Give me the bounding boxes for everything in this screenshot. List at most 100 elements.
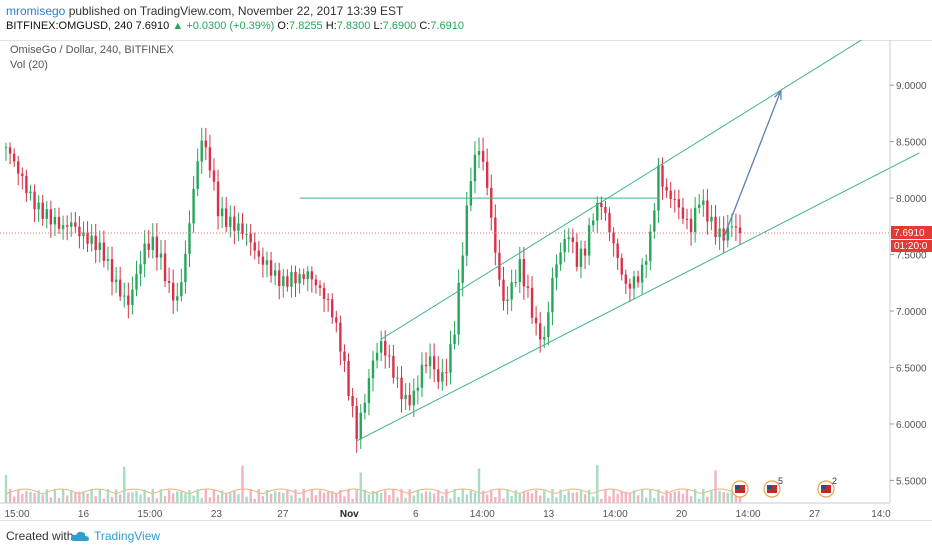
candle-body[interactable] [74, 222, 77, 227]
candle-body[interactable] [233, 216, 236, 231]
candle-body[interactable] [167, 281, 171, 283]
candle-body[interactable] [257, 250, 261, 257]
candle-body[interactable] [229, 216, 232, 227]
candle-body[interactable] [730, 226, 734, 228]
candle-body[interactable] [538, 323, 542, 340]
candle-body[interactable] [282, 276, 285, 287]
channel-trend-line[interactable] [356, 152, 920, 442]
candle-body[interactable] [21, 173, 24, 177]
candle-body[interactable] [465, 205, 468, 256]
candle-body[interactable] [677, 199, 681, 208]
candle-body[interactable] [225, 208, 228, 227]
candle-body[interactable] [408, 394, 411, 406]
candle-body[interactable] [37, 202, 40, 210]
candle-body[interactable] [351, 396, 354, 407]
candle-body[interactable] [314, 279, 318, 286]
candle-body[interactable] [237, 223, 240, 231]
candle-body[interactable] [689, 218, 693, 233]
candle-body[interactable] [506, 299, 509, 302]
candle-body[interactable] [249, 233, 252, 243]
candle-body[interactable] [290, 271, 293, 287]
candle-body[interactable] [220, 208, 224, 217]
candle-body[interactable] [151, 236, 154, 250]
candle-body[interactable] [139, 264, 142, 274]
candle-body[interactable] [98, 242, 101, 251]
candle-body[interactable] [4, 147, 8, 149]
candle-body[interactable] [514, 282, 517, 284]
candle-body[interactable] [571, 237, 575, 243]
candle-body[interactable] [632, 276, 636, 289]
candle-body[interactable] [176, 296, 179, 301]
candle-body[interactable] [180, 282, 183, 297]
candle-body[interactable] [171, 282, 175, 301]
candle-body[interactable] [645, 261, 648, 265]
candle-body[interactable] [367, 378, 371, 403]
candle-body[interactable] [400, 377, 403, 400]
candle-body[interactable] [587, 225, 591, 256]
candle-body[interactable] [106, 259, 110, 261]
candle-body[interactable] [82, 232, 85, 237]
candle-body[interactable] [343, 351, 346, 361]
candle-body[interactable] [734, 226, 738, 228]
candle-body[interactable] [596, 202, 599, 221]
candle-body[interactable] [339, 322, 342, 352]
candle-body[interactable] [359, 412, 362, 440]
candle-body[interactable] [294, 271, 297, 284]
candle-body[interactable] [208, 147, 212, 171]
candle-body[interactable] [127, 295, 130, 305]
candle-body[interactable] [331, 299, 334, 318]
candle-body[interactable] [86, 232, 89, 244]
candle-body[interactable] [375, 352, 379, 361]
candle-body[interactable] [200, 140, 203, 162]
candle-body[interactable] [604, 207, 607, 213]
candle-body[interactable] [261, 256, 265, 265]
candle-body[interactable] [738, 227, 742, 234]
candle-body[interactable] [245, 233, 248, 235]
candle-body[interactable] [298, 274, 301, 284]
candle-body[interactable] [432, 356, 436, 370]
candle-body[interactable] [25, 176, 28, 194]
candle-body[interactable] [490, 187, 493, 218]
candle-body[interactable] [685, 218, 689, 220]
candle-body[interactable] [559, 252, 562, 265]
candle-body[interactable] [693, 207, 697, 233]
candle-body[interactable] [147, 243, 150, 250]
candle-body[interactable] [498, 252, 501, 280]
candle-body[interactable] [45, 209, 48, 219]
candle-body[interactable] [8, 147, 12, 154]
candle-body[interactable] [347, 360, 350, 397]
candle-body[interactable] [477, 150, 481, 155]
candle-body[interactable] [78, 226, 81, 237]
candle-body[interactable] [241, 223, 244, 234]
candle-body[interactable] [114, 279, 118, 282]
candle-body[interactable] [12, 153, 16, 162]
candle-body[interactable] [286, 276, 289, 287]
candle-body[interactable] [575, 242, 579, 267]
candle-body[interactable] [322, 287, 326, 299]
candle-body[interactable] [510, 282, 513, 300]
candle-body[interactable] [131, 289, 134, 305]
candle-body[interactable] [273, 270, 277, 276]
candle-body[interactable] [216, 181, 220, 217]
candle-body[interactable] [710, 216, 713, 222]
candle-body[interactable] [428, 356, 432, 367]
candle-body[interactable] [17, 161, 20, 174]
candle-body[interactable] [649, 231, 652, 262]
candle-body[interactable] [70, 222, 73, 227]
tradingview-brand[interactable]: TradingView [94, 529, 161, 543]
candle-body[interactable] [265, 260, 269, 265]
candle-body[interactable] [616, 243, 619, 258]
candle-body[interactable] [608, 212, 611, 233]
candle-body[interactable] [118, 279, 122, 297]
candle-body[interactable] [94, 235, 97, 251]
candle-body[interactable] [722, 228, 725, 241]
candle-body[interactable] [412, 390, 415, 406]
candle-body[interactable] [485, 161, 489, 188]
candle-body[interactable] [404, 394, 407, 400]
candle-body[interactable] [65, 225, 69, 227]
candle-body[interactable] [543, 337, 546, 340]
candle-body[interactable] [143, 243, 146, 265]
candle-body[interactable] [563, 239, 566, 253]
candle-body[interactable] [612, 232, 615, 244]
candle-body[interactable] [379, 340, 383, 353]
